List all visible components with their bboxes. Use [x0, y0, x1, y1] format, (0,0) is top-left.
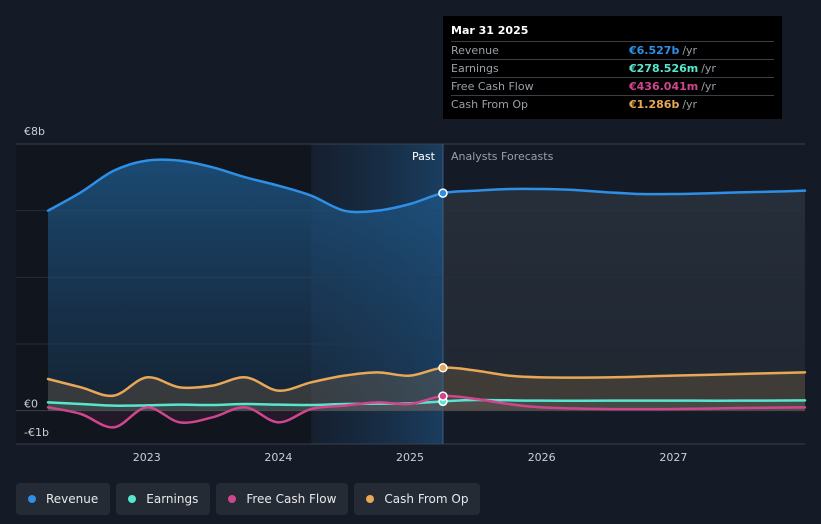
legend-label: Free Cash Flow: [246, 492, 337, 506]
legend-item-free-cash-flow[interactable]: Free Cash Flow: [216, 483, 349, 515]
x-tick-label: 2025: [396, 451, 424, 464]
y-axis-labels: €8b €0 -€1b: [24, 125, 49, 439]
series-areas: [48, 159, 805, 428]
free-cash-flow-marker: [438, 391, 448, 401]
earnings-dot-icon: [128, 495, 137, 503]
x-tick-label: 2023: [133, 451, 161, 464]
legend-label: Earnings: [146, 492, 199, 506]
legend: Revenue Earnings Free Cash Flow Cash Fro…: [16, 483, 481, 515]
tooltip-value: €278.526m: [629, 62, 699, 75]
y-tick-label: €0: [24, 398, 38, 411]
legend-label: Cash From Op: [384, 492, 469, 506]
revenue-area-forecast: [442, 188, 805, 411]
x-axis-labels: 2023 2024 2025 2026 2027: [133, 451, 688, 464]
tooltip-unit: /yr: [682, 98, 698, 111]
tooltip-label: Free Cash Flow: [451, 80, 534, 93]
free-cash-flow-dot-icon: [228, 495, 237, 503]
tooltip-label: Cash From Op: [451, 98, 529, 111]
legend-item-cash-from-op[interactable]: Cash From Op: [354, 483, 481, 515]
y-tick-label: -€1b: [24, 426, 49, 439]
cash-from-op-dot-icon: [366, 495, 375, 503]
revenue-area-past: [48, 159, 443, 411]
tooltip-label: Revenue: [451, 44, 499, 57]
tooltip-row-free-cash-flow: Free Cash Flow €436.041m /yr: [451, 77, 774, 95]
tooltip-label: Earnings: [451, 62, 499, 75]
cash-from-op-line: [46, 366, 807, 398]
tooltip-row-revenue: Revenue €6.527b /yr: [451, 41, 774, 59]
free-cash-flow-line: [46, 394, 807, 429]
tooltip-row-earnings: Earnings €278.526m /yr: [451, 59, 774, 77]
legend-item-revenue[interactable]: Revenue: [16, 483, 111, 515]
tooltip-unit: /yr: [682, 44, 698, 57]
x-tick-label: 2026: [528, 451, 556, 464]
revenue-dot-icon: [28, 495, 36, 503]
revenue-line: [46, 158, 807, 214]
forecast-label: Analysts Forecasts: [451, 150, 554, 163]
tooltip-unit: /yr: [701, 62, 716, 75]
tooltip-value: €1.286b: [629, 98, 680, 111]
tooltip-date: Mar 31 2025: [451, 24, 529, 37]
y-tick-label: €8b: [24, 125, 45, 138]
series-lines: [46, 158, 807, 429]
tooltip: Mar 31 2025 Revenue €6.527b /yr Earnings…: [443, 16, 782, 119]
tooltip-value: €436.041m: [629, 80, 699, 93]
legend-item-earnings[interactable]: Earnings: [116, 483, 211, 515]
x-tick-label: 2024: [264, 451, 292, 464]
revenue-marker: [438, 188, 448, 198]
hover-markers: [438, 188, 448, 407]
tooltip-value: €6.527b: [629, 44, 680, 57]
tooltip-row-cash-from-op: Cash From Op €1.286b /yr: [451, 95, 774, 113]
x-tick-label: 2027: [659, 451, 687, 464]
tooltip-unit: /yr: [701, 80, 716, 93]
legend-label: Revenue: [46, 492, 99, 506]
cash-from-op-marker: [438, 363, 448, 373]
past-label: Past: [412, 150, 436, 163]
